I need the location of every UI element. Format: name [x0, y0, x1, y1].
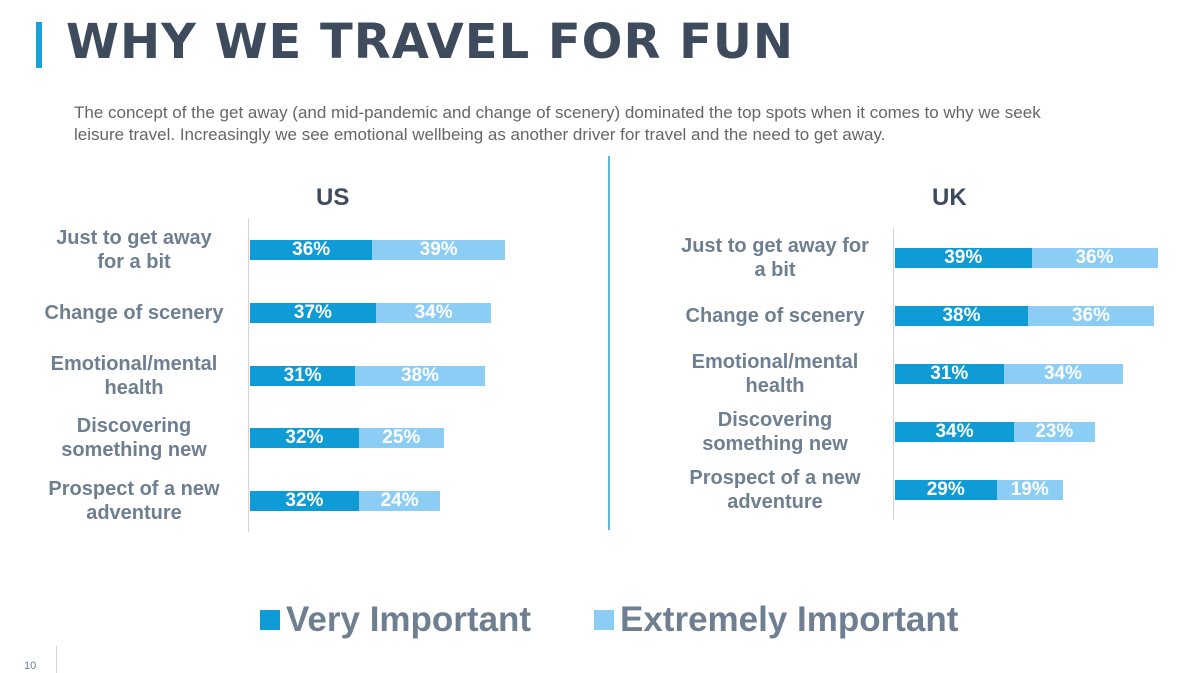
us-category-label-discovering-something-new: Discovering something new [61, 415, 207, 461]
uk-category-axis [893, 228, 894, 520]
legend-item-extremely-important: Extremely Important [594, 600, 958, 640]
legend-swatch-extremely-important [594, 610, 614, 630]
uk-just-to-get-away-for-a-bit-very-important-bar: 39% [895, 248, 1032, 268]
uk-category-label-emotional-mental-health: Emotional/mental health [691, 351, 859, 397]
uk-discovering-something-new-extremely-important-bar: 23% [1014, 422, 1095, 442]
us-discovering-something-new-extremely-important-bar: 25% [358, 428, 444, 448]
page-title: WHY WE TRAVEL FOR FUN [66, 14, 795, 70]
us-category-label-just-to-get-away-for-a-bit: Just to get away for a bit [56, 227, 212, 273]
us-change-of-scenery-extremely-important-bar: 34% [375, 303, 492, 323]
uk-bar-prospect-of-a-new-adventure: 29% 19% [895, 480, 1063, 500]
us-prospect-of-a-new-adventure-very-important-bar: 32% [250, 491, 359, 511]
uk-chart-title: UK [932, 184, 967, 211]
us-category-label-prospect-of-a-new-adventure: Prospect of a new adventure [48, 478, 220, 524]
us-prospect-of-a-new-adventure-extremely-important-bar: 24% [358, 491, 441, 511]
uk-category-label-prospect-of-a-new-adventure: Prospect of a new adventure [689, 467, 861, 513]
page-subtitle: The concept of the get away (and mid-pan… [74, 103, 1041, 144]
uk-emotional-mental-health-very-important-bar: 31% [895, 364, 1004, 384]
uk-discovering-something-new-very-important-bar: 34% [895, 422, 1014, 442]
legend-item-very-important: Very Important [260, 600, 531, 640]
chart-legend: Very Important Extremely Important [0, 600, 1201, 644]
uk-bar-discovering-something-new: 34% 23% [895, 422, 1095, 442]
page-number: 10 [24, 660, 37, 672]
us-just-to-get-away-for-a-bit-very-important-bar: 36% [250, 240, 373, 260]
uk-just-to-get-away-for-a-bit-extremely-important-bar: 36% [1031, 248, 1158, 268]
uk-change-of-scenery-very-important-bar: 38% [895, 306, 1028, 326]
us-category-label-emotional-mental-health: Emotional/mental health [50, 353, 218, 399]
us-bar-emotional-mental-health: 31% 38% [250, 366, 485, 386]
us-change-of-scenery-very-important-bar: 37% [250, 303, 376, 323]
uk-change-of-scenery-extremely-important-bar: 36% [1028, 306, 1154, 326]
legend-swatch-very-important [260, 610, 280, 630]
us-category-label-change-of-scenery: Change of scenery [44, 302, 224, 324]
legend-label-very-important: Very Important [286, 600, 532, 639]
page-number-rule [56, 646, 57, 673]
uk-prospect-of-a-new-adventure-extremely-important-bar: 19% [996, 480, 1063, 500]
us-category-axis [248, 218, 249, 532]
legend-label-extremely-important: Extremely Important [620, 600, 959, 639]
uk-bar-emotional-mental-health: 31% 34% [895, 364, 1123, 384]
us-emotional-mental-health-very-important-bar: 31% [250, 366, 356, 386]
us-bar-change-of-scenery: 37% 34% [250, 303, 492, 323]
us-bar-prospect-of-a-new-adventure: 32% 24% [250, 491, 441, 511]
title-accent-bar [36, 22, 42, 68]
uk-category-label-discovering-something-new: Discovering something new [702, 409, 848, 455]
uk-category-label-change-of-scenery: Change of scenery [685, 305, 865, 327]
uk-prospect-of-a-new-adventure-very-important-bar: 29% [895, 480, 997, 500]
uk-category-label-just-to-get-away-for-a-bit: Just to get away for a bit [681, 235, 869, 281]
uk-emotional-mental-health-extremely-important-bar: 34% [1003, 364, 1123, 384]
us-just-to-get-away-for-a-bit-extremely-important-bar: 39% [372, 240, 505, 260]
uk-bar-change-of-scenery: 38% 36% [895, 306, 1154, 326]
us-discovering-something-new-very-important-bar: 32% [250, 428, 359, 448]
us-chart-title: US [316, 184, 350, 211]
panel-divider [608, 156, 610, 530]
us-bar-discovering-something-new: 32% 25% [250, 428, 444, 448]
us-bar-just-to-get-away-for-a-bit: 36% 39% [250, 240, 505, 260]
uk-bar-just-to-get-away-for-a-bit: 39% 36% [895, 248, 1158, 268]
us-emotional-mental-health-extremely-important-bar: 38% [355, 366, 485, 386]
